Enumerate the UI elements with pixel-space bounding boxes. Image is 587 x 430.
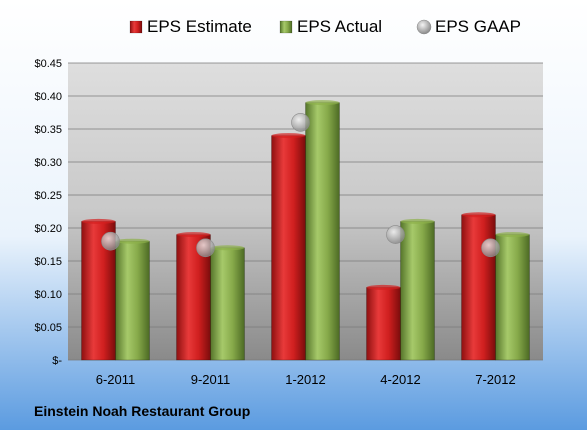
company-label: Einstein Noah Restaurant Group [34,403,250,419]
bar-cap [81,218,116,224]
bar-cap [271,133,306,139]
y-tick-label: $0.20 [34,223,62,235]
bar-eps-actual [305,102,340,361]
y-tick-label: $0.45 [34,58,62,70]
y-tick-label: $0.05 [34,322,62,334]
bar-cap [495,232,530,238]
x-tick-label: 9-2011 [191,372,231,387]
legend-swatch [416,19,432,35]
bar-cap [176,232,211,238]
marker-eps-gaap [196,238,215,258]
bar-cap [461,212,496,218]
y-tick-label: $0.25 [34,190,62,202]
marker-eps-gaap [481,238,500,258]
bar-cap [305,100,340,106]
y-tick-label: $0.30 [34,157,62,169]
legend-swatch [279,20,293,34]
bar-eps-actual [115,240,150,361]
bar-eps-estimate [461,214,496,361]
y-tick-label: $- [52,355,62,367]
x-tick-label: 7-2012 [475,372,515,387]
legend-label: EPS GAAP [435,17,521,36]
legend-label: EPS Actual [297,17,382,36]
legend-label: EPS Estimate [147,17,252,36]
bar-eps-estimate [366,287,401,361]
bar-cap [210,245,245,251]
marker-eps-gaap [101,231,120,251]
y-tick-label: $0.35 [34,124,62,136]
legend-swatch [129,20,143,34]
y-tick-label: $0.40 [34,91,62,103]
y-tick-label: $0.10 [34,289,62,301]
bar-cap [366,284,401,290]
bar-eps-estimate [271,135,306,361]
bar-cap [400,218,435,224]
x-tick-label: 6-2011 [96,372,136,387]
y-tick-label: $0.15 [34,256,62,268]
bar-eps-actual [400,221,435,361]
marker-eps-gaap [386,225,405,244]
bar-eps-actual [210,247,245,361]
bar-eps-actual [495,234,530,361]
marker-eps-gaap [291,113,310,132]
bar-cap [115,238,150,244]
x-tick-label: 1-2012 [285,372,325,387]
x-tick-label: 4-2012 [380,372,420,387]
